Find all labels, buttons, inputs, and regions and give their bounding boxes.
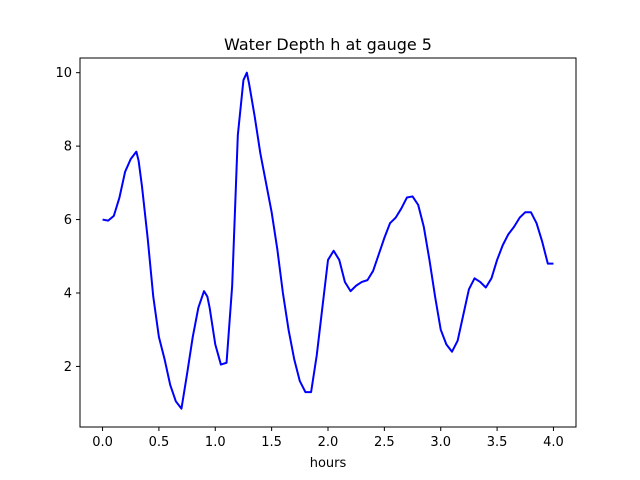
x-axis-label: hours (310, 456, 347, 471)
x-tick-label: 2.0 (318, 435, 339, 450)
y-tick-label: 6 (64, 213, 72, 228)
y-tick-label: 10 (55, 66, 72, 81)
series-line-0 (102, 71, 554, 410)
y-tick-label: 8 (64, 140, 72, 155)
y-tick-label: 2 (64, 360, 72, 375)
y-tick-label: 4 (64, 286, 72, 301)
x-tick-label: 4.0 (543, 435, 564, 450)
x-tick-label: 1.0 (205, 435, 226, 450)
x-tick-label: 3.0 (430, 435, 451, 450)
x-tick-label: 0.0 (92, 435, 113, 450)
chart-title: Water Depth h at gauge 5 (224, 35, 432, 54)
x-tick-label: 3.5 (487, 435, 508, 450)
plot-background (80, 58, 576, 427)
x-axis: 0.0 0.5 1.0 1.5 2.0 2.5 3.0 3.5 4.0 (92, 427, 564, 450)
x-tick-label: 1.5 (261, 435, 282, 450)
x-tick-label: 2.5 (374, 435, 395, 450)
x-tick-label: 0.5 (149, 435, 170, 450)
plot-area (79, 57, 577, 428)
y-axis: 2 4 6 8 10 (55, 66, 80, 375)
